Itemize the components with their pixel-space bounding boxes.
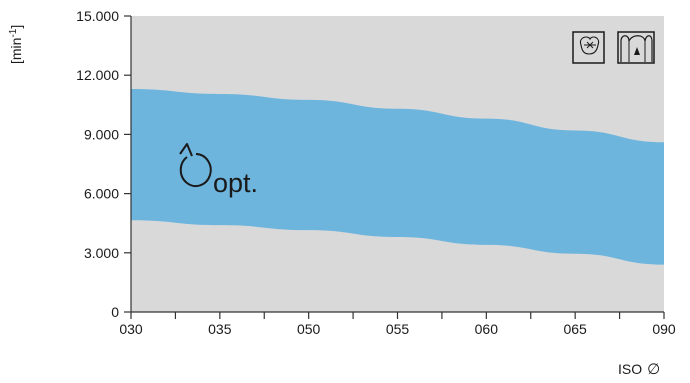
- x-tick-label: 090: [652, 321, 676, 337]
- x-tick-label: 065: [563, 321, 587, 337]
- y-tick-label: 15.000: [76, 8, 119, 24]
- y-axis-title: [min-1]: [8, 25, 24, 64]
- tooth-canal-icon: [617, 31, 655, 64]
- y-axis-title-superscript: -1: [8, 28, 19, 37]
- y-tick-label: 9.000: [84, 126, 119, 142]
- rotation-arrow-icon: [179, 143, 212, 187]
- y-axis-title-main: [min: [8, 38, 24, 64]
- x-tick-label: 035: [208, 321, 232, 337]
- y-tick-label: 12.000: [76, 67, 119, 83]
- x-axis-title-main: ISO: [618, 361, 642, 377]
- optimal-speed-band: [131, 89, 664, 265]
- tooth-crown-icon: [572, 31, 605, 64]
- x-tick-label: 060: [475, 321, 499, 337]
- x-axis-ticks: 030 035 050 055 060 065 090: [119, 312, 676, 337]
- optimal-label: opt.: [213, 168, 258, 198]
- x-tick-label: 055: [386, 321, 410, 337]
- x-tick-label: 030: [119, 321, 143, 337]
- x-axis-title: ISO ∅: [618, 361, 660, 378]
- y-axis-title-close: ]: [8, 25, 24, 29]
- y-axis-ticks: 0 3.000 6.000 9.000 12.000 15.000: [76, 8, 131, 320]
- y-tick-label: 3.000: [84, 245, 119, 261]
- y-tick-label: 6.000: [84, 186, 119, 202]
- x-axis-diameter-symbol: ∅: [647, 361, 660, 378]
- x-tick-label: 050: [297, 321, 321, 337]
- y-tick-label: 0: [111, 304, 119, 320]
